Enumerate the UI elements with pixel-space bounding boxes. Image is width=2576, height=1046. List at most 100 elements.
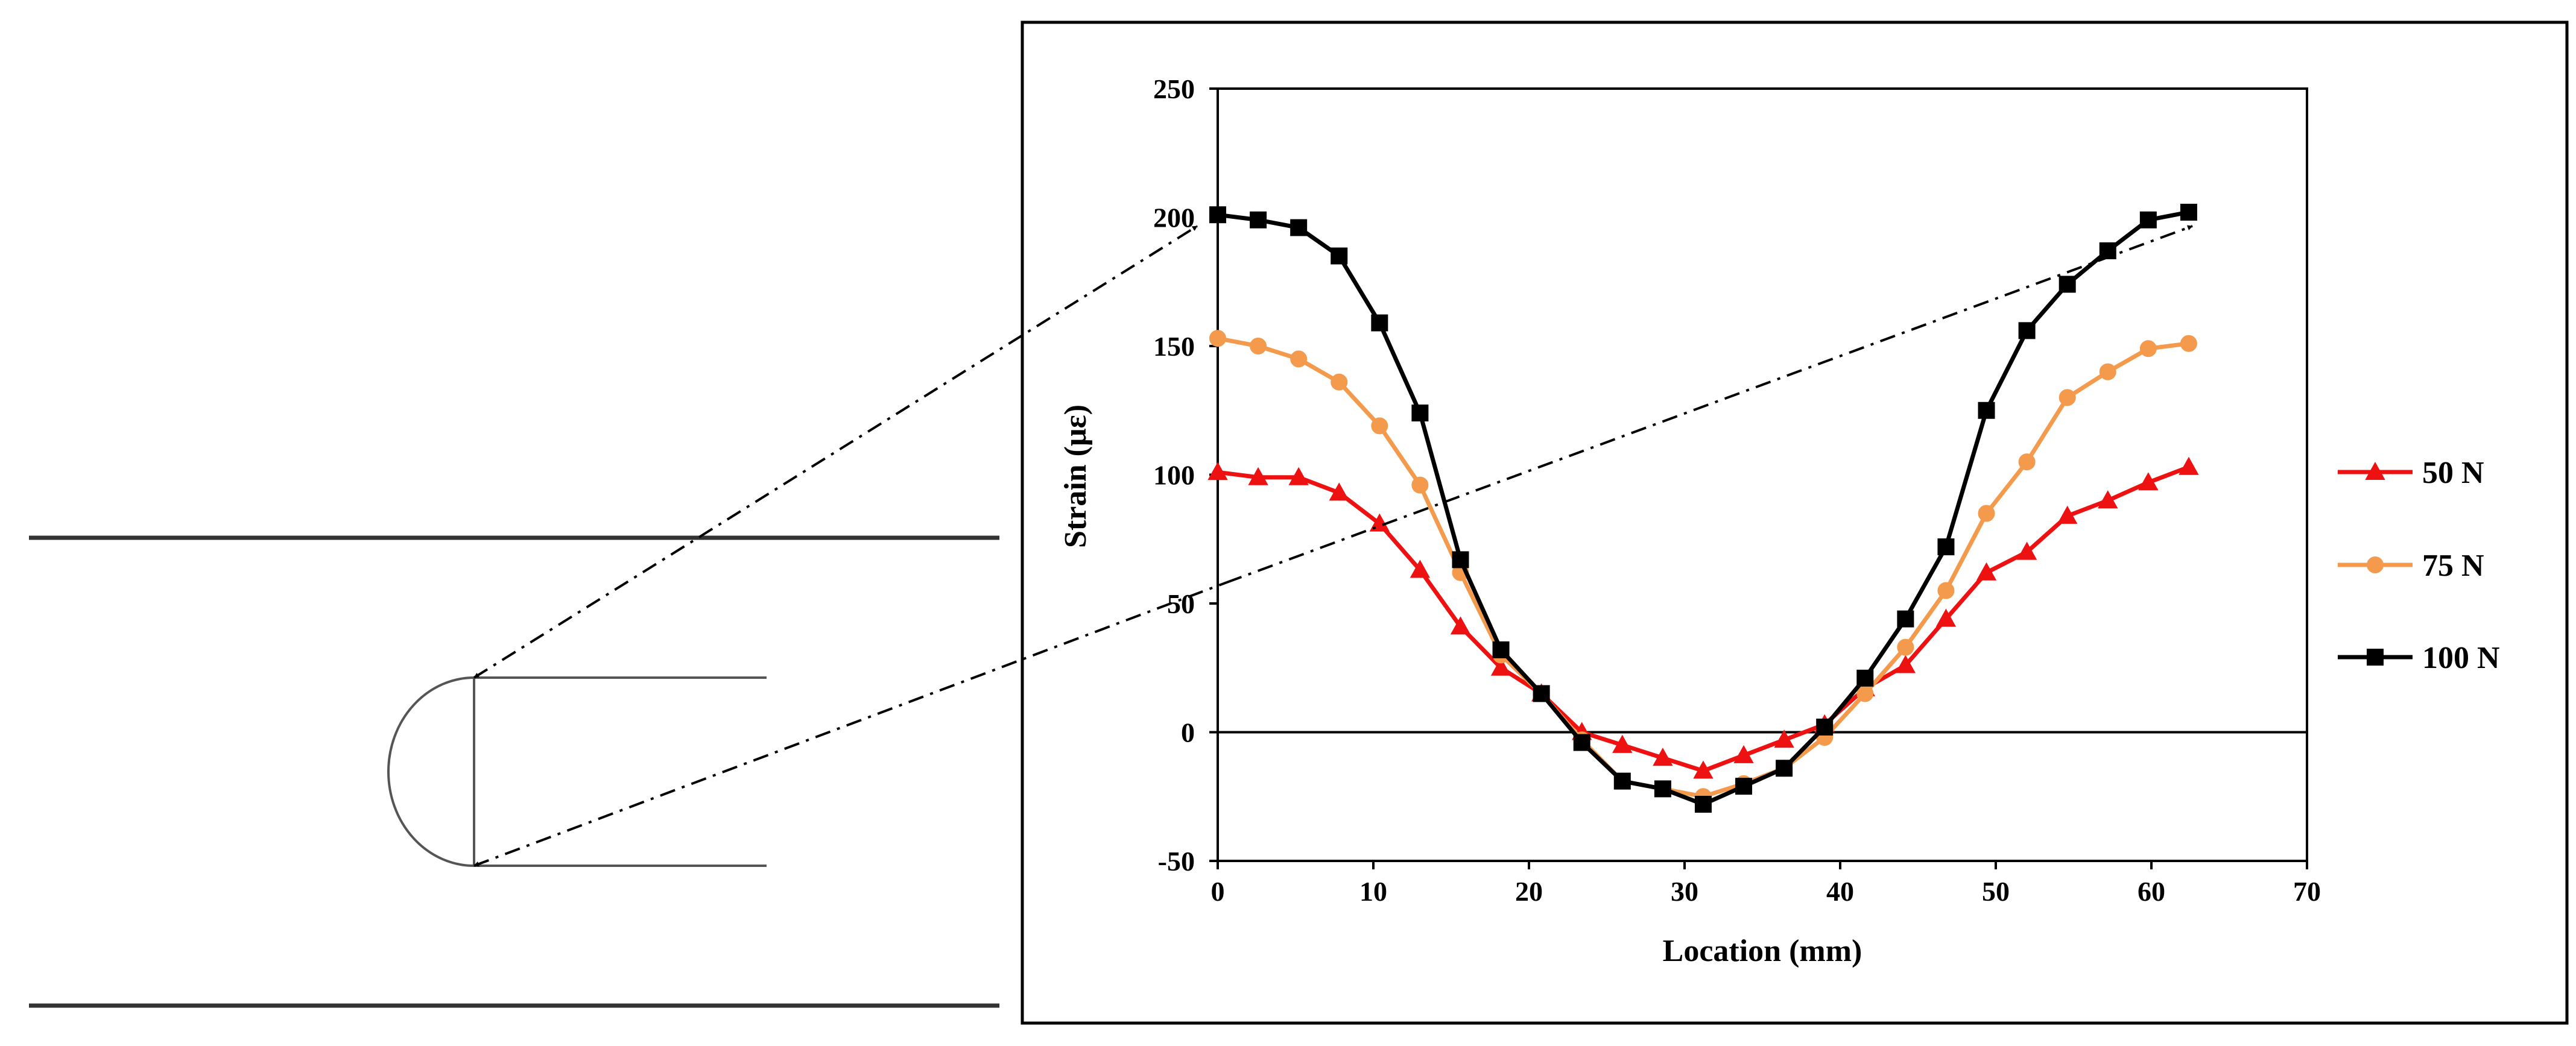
data-point bbox=[2016, 541, 2037, 560]
data-point bbox=[2139, 211, 2157, 228]
data-point bbox=[1978, 402, 1995, 419]
data-point bbox=[2139, 340, 2157, 358]
data-point bbox=[2180, 203, 2197, 221]
data-point bbox=[1371, 417, 1388, 435]
data-point bbox=[1573, 734, 1590, 751]
data-point bbox=[2059, 389, 2076, 406]
data-point bbox=[1410, 559, 1431, 578]
legend-marker bbox=[2367, 649, 2384, 666]
data-point bbox=[1937, 538, 1955, 556]
legend-marker bbox=[2365, 461, 2385, 480]
leader-arrow-right bbox=[1226, 225, 2193, 584]
data-point bbox=[2099, 363, 2116, 380]
data-point bbox=[1895, 655, 1916, 673]
x-tick-label: 60 bbox=[2138, 876, 2165, 907]
probe-semicircle bbox=[387, 676, 475, 867]
data-point bbox=[1250, 338, 1267, 354]
x-tick-label: 10 bbox=[1359, 876, 1387, 907]
data-point bbox=[1492, 641, 1510, 658]
data-point bbox=[1856, 669, 1874, 687]
data-point bbox=[1856, 685, 1874, 702]
y-tick-label: 250 bbox=[1153, 74, 1195, 104]
data-point bbox=[1978, 505, 1995, 522]
x-tick-label: 40 bbox=[1826, 876, 1854, 907]
chart-frame bbox=[1021, 20, 2569, 1025]
data-point bbox=[1290, 219, 1308, 236]
x-axis-title: Location (mm) bbox=[1663, 934, 1862, 968]
data-point bbox=[2098, 490, 2118, 509]
data-point bbox=[1976, 562, 1997, 581]
plot-border bbox=[1217, 87, 2308, 862]
data-point bbox=[1816, 718, 1834, 736]
data-point bbox=[1613, 772, 1631, 790]
leader-arrow-left-bottom bbox=[473, 581, 1227, 867]
data-point bbox=[1450, 616, 1471, 635]
data-point bbox=[1250, 211, 1267, 228]
series-50n bbox=[1207, 456, 2199, 779]
data-point bbox=[1371, 314, 1388, 332]
data-point bbox=[1653, 748, 1673, 766]
series-line bbox=[1217, 210, 2189, 807]
specimen-sketch bbox=[29, 535, 999, 1008]
series-100n bbox=[1209, 203, 2197, 813]
data-point bbox=[1735, 778, 1753, 795]
data-point bbox=[1533, 685, 1550, 702]
data-point bbox=[1733, 745, 1754, 763]
data-point bbox=[2018, 453, 2036, 471]
y-tick-label: 100 bbox=[1153, 460, 1195, 491]
y-tick-label: 0 bbox=[1181, 717, 1195, 748]
legend-item: 100 N bbox=[2338, 641, 2500, 675]
legend-label: 50 N bbox=[2422, 456, 2484, 490]
y-axis-title: Strain (με) bbox=[1059, 405, 1093, 548]
data-point bbox=[1897, 638, 1914, 656]
data-point bbox=[2179, 456, 2199, 475]
leader-arrows bbox=[473, 225, 2193, 867]
data-point bbox=[1411, 405, 1429, 422]
leader-arrow-left-top bbox=[473, 225, 1198, 679]
data-point bbox=[2180, 335, 2197, 352]
x-tick-label: 50 bbox=[1982, 876, 2010, 907]
data-point bbox=[1331, 247, 1348, 265]
data-point bbox=[1290, 350, 1308, 368]
data-point bbox=[1937, 582, 1955, 599]
data-point bbox=[2057, 505, 2078, 524]
legend-item: 75 N bbox=[2338, 549, 2484, 583]
data-point bbox=[1694, 796, 1712, 813]
data-point bbox=[1897, 610, 1914, 628]
x-tick-label: 20 bbox=[1515, 876, 1543, 907]
data-point bbox=[1248, 467, 1268, 485]
x-tick-label: 0 bbox=[1211, 876, 1225, 907]
data-point bbox=[2059, 276, 2076, 293]
data-point bbox=[1411, 476, 1429, 494]
data-point bbox=[1774, 729, 1794, 748]
y-tick-label: -50 bbox=[1158, 846, 1195, 877]
x-tick-label: 70 bbox=[2293, 876, 2321, 907]
data-point bbox=[1209, 206, 1226, 224]
x-axis-ticks: 0 10 20 30 40 50 60 70 bbox=[1211, 861, 2321, 907]
data-point bbox=[1209, 330, 1226, 347]
legend-marker bbox=[2367, 556, 2384, 573]
y-tick-label: 150 bbox=[1153, 331, 1195, 362]
legend-item: 50 N bbox=[2338, 456, 2484, 490]
legend-label: 100 N bbox=[2422, 641, 2500, 675]
series-line bbox=[1217, 465, 2190, 773]
legend-label: 75 N bbox=[2422, 549, 2484, 583]
data-point bbox=[1612, 734, 1633, 753]
data-point bbox=[1207, 462, 1228, 480]
data-point bbox=[2018, 322, 2036, 339]
x-tick-label: 30 bbox=[1671, 876, 1698, 907]
data-point bbox=[1490, 657, 1511, 676]
data-point bbox=[1452, 551, 1469, 569]
y-tick-label: 200 bbox=[1153, 203, 1195, 233]
legend: 50 N 75 N 100 N bbox=[2338, 456, 2500, 675]
data-point bbox=[1693, 760, 1714, 779]
data-point bbox=[1935, 608, 1957, 627]
series-layer bbox=[1207, 203, 2199, 813]
data-point bbox=[1331, 373, 1348, 391]
data-point bbox=[2138, 472, 2159, 491]
data-point bbox=[1288, 467, 1309, 485]
data-point bbox=[1654, 780, 1671, 798]
data-point bbox=[1329, 482, 1349, 501]
